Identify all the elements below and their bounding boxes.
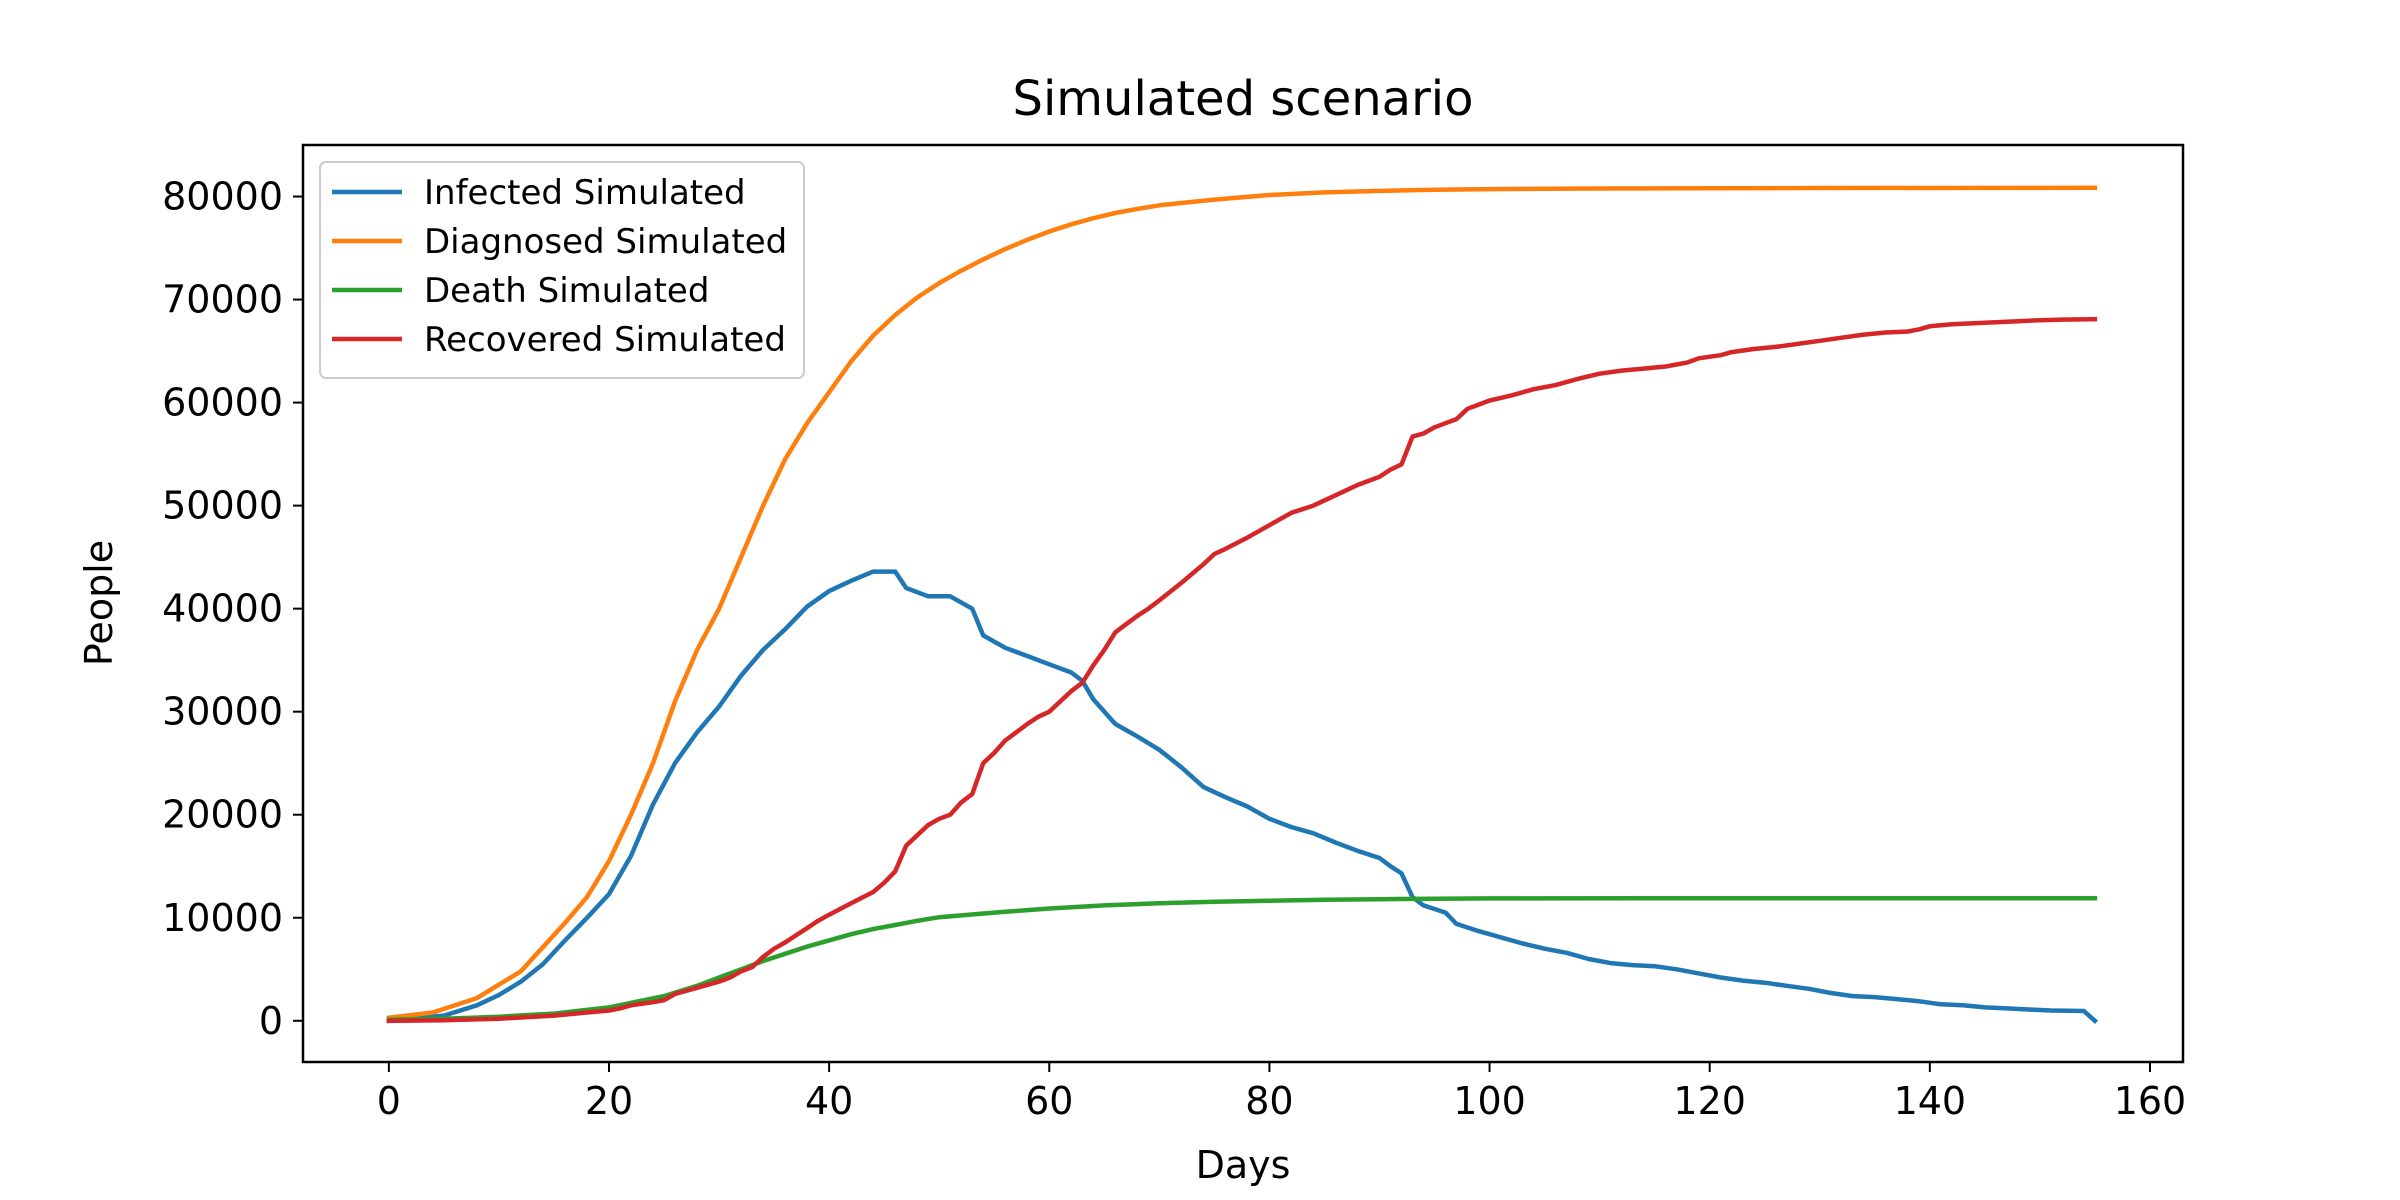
y-tick-label: 30000 <box>162 690 283 734</box>
x-axis: 0 20 40 60 80 100 120 140 160 <box>377 1062 2186 1123</box>
y-tick-label: 60000 <box>162 381 283 425</box>
x-tick-label: 160 <box>2114 1079 2187 1123</box>
legend-label: Diagnosed Simulated <box>424 222 787 262</box>
x-axis-label: Days <box>1196 1143 1291 1187</box>
series-line-recovered-simulated <box>386 316 2098 1024</box>
series-line-death-simulated <box>386 895 2098 1023</box>
x-tick-label: 60 <box>1025 1079 1073 1123</box>
legend-label: Recovered Simulated <box>424 320 786 360</box>
x-tick-label: 140 <box>1894 1079 1967 1123</box>
x-tick-label: 100 <box>1453 1079 1526 1123</box>
y-tick-label: 40000 <box>162 587 283 631</box>
legend: Infected Simulated Diagnosed Simulated Dea… <box>319 161 805 379</box>
series-line-diagnosed-simulated <box>386 185 2098 1021</box>
plot-area <box>301 143 2185 1064</box>
legend-box <box>319 161 805 379</box>
x-tick-label: 40 <box>805 1079 853 1123</box>
y-axis: 0 10000 20000 30000 40000 50000 60000 70000 8000… <box>162 175 303 1043</box>
y-tick-label: 70000 <box>162 278 283 322</box>
series-line-infected-simulated <box>386 569 2099 1024</box>
x-tick-label: 20 <box>585 1079 633 1123</box>
y-tick-label: 50000 <box>162 484 283 528</box>
x-tick-label: 0 <box>377 1079 401 1123</box>
chart-title: Simulated scenario <box>1012 71 1473 127</box>
y-tick-label: 10000 <box>162 896 283 940</box>
axes-frame <box>301 143 2185 1064</box>
legend-label: Death Simulated <box>424 271 709 311</box>
x-tick-label: 120 <box>1673 1079 1746 1123</box>
series-layer <box>386 185 2099 1024</box>
legend-label: Infected Simulated <box>424 173 746 213</box>
x-tick-label: 80 <box>1245 1079 1293 1123</box>
y-tick-label: 80000 <box>162 175 283 219</box>
y-axis-label: People <box>77 540 121 666</box>
y-tick-label: 20000 <box>162 793 283 837</box>
y-tick-label: 0 <box>259 999 283 1043</box>
